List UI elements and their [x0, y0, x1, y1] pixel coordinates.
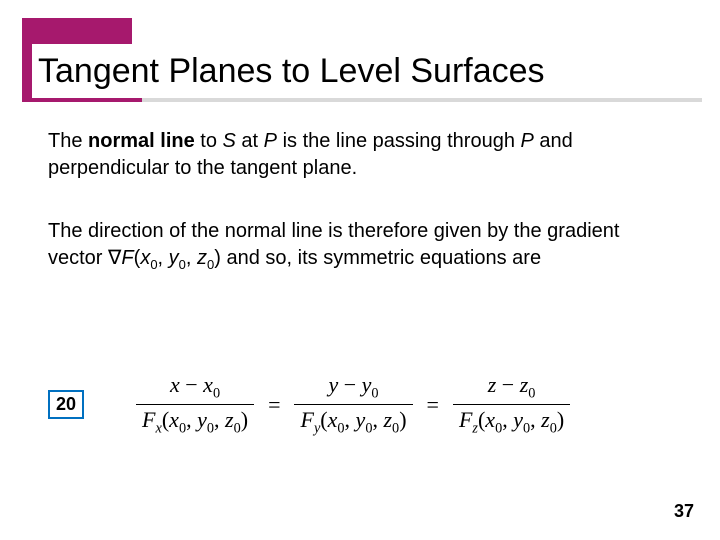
numerator: z − z0 [482, 370, 542, 404]
title-row: Tangent Planes to Level Surfaces [22, 44, 702, 98]
p2-sub-x0: 0 [150, 257, 157, 272]
title-underline [22, 98, 702, 102]
page-number: 37 [674, 501, 694, 522]
p2-comma: , [186, 247, 197, 269]
equation-tag: 20 [48, 390, 84, 419]
underline-dark [22, 98, 142, 102]
denominator: Fy(x0, y0, z0) [294, 405, 412, 439]
p2-nabla: ∇ [108, 247, 121, 269]
title-bar-left [22, 44, 32, 98]
paragraph-2: The direction of the normal line is ther… [48, 218, 660, 274]
p1-var-S: S [223, 130, 236, 152]
p2-text: ) and so, its symmetric equations are [214, 247, 541, 269]
p1-var-P: P [264, 130, 277, 152]
denominator: Fz(x0, y0, z0) [453, 405, 570, 439]
accent-block [22, 18, 132, 44]
p2-var-z: z [197, 247, 207, 269]
p2-var-y: y [169, 247, 179, 269]
p1-text: to [195, 130, 223, 152]
p1-var-P2: P [521, 130, 534, 152]
p1-text: The [48, 130, 88, 152]
equation-row: 20 x − x0Fx(x0, y0, z0) = y − y0Fy(x0, y0,… [48, 370, 672, 440]
fraction: x − x0Fx(x0, y0, z0) [136, 370, 254, 440]
equals-sign: = [427, 392, 439, 418]
numerator: x − x0 [164, 370, 226, 404]
underline-light [142, 98, 702, 102]
p1-bold: normal line [88, 130, 195, 152]
p1-text: at [236, 130, 264, 152]
fraction: z − z0Fz(x0, y0, z0) [453, 370, 570, 440]
equals-sign: = [268, 392, 280, 418]
p1-text: is the line passing through [277, 130, 521, 152]
fraction: y − y0Fy(x0, y0, z0) [294, 370, 412, 440]
p2-comma: , [158, 247, 169, 269]
slide-title: Tangent Planes to Level Surfaces [32, 52, 545, 91]
p2-var-x: x [140, 247, 150, 269]
denominator: Fx(x0, y0, z0) [136, 405, 254, 439]
paragraph-1: The normal line to S at P is the line pa… [48, 128, 660, 182]
symmetric-equations: x − x0Fx(x0, y0, z0) = y − y0Fy(x0, y0, z0… [132, 370, 574, 440]
p2-sub-y0: 0 [179, 257, 186, 272]
p2-var-F: F [121, 247, 133, 269]
numerator: y − y0 [322, 370, 384, 404]
